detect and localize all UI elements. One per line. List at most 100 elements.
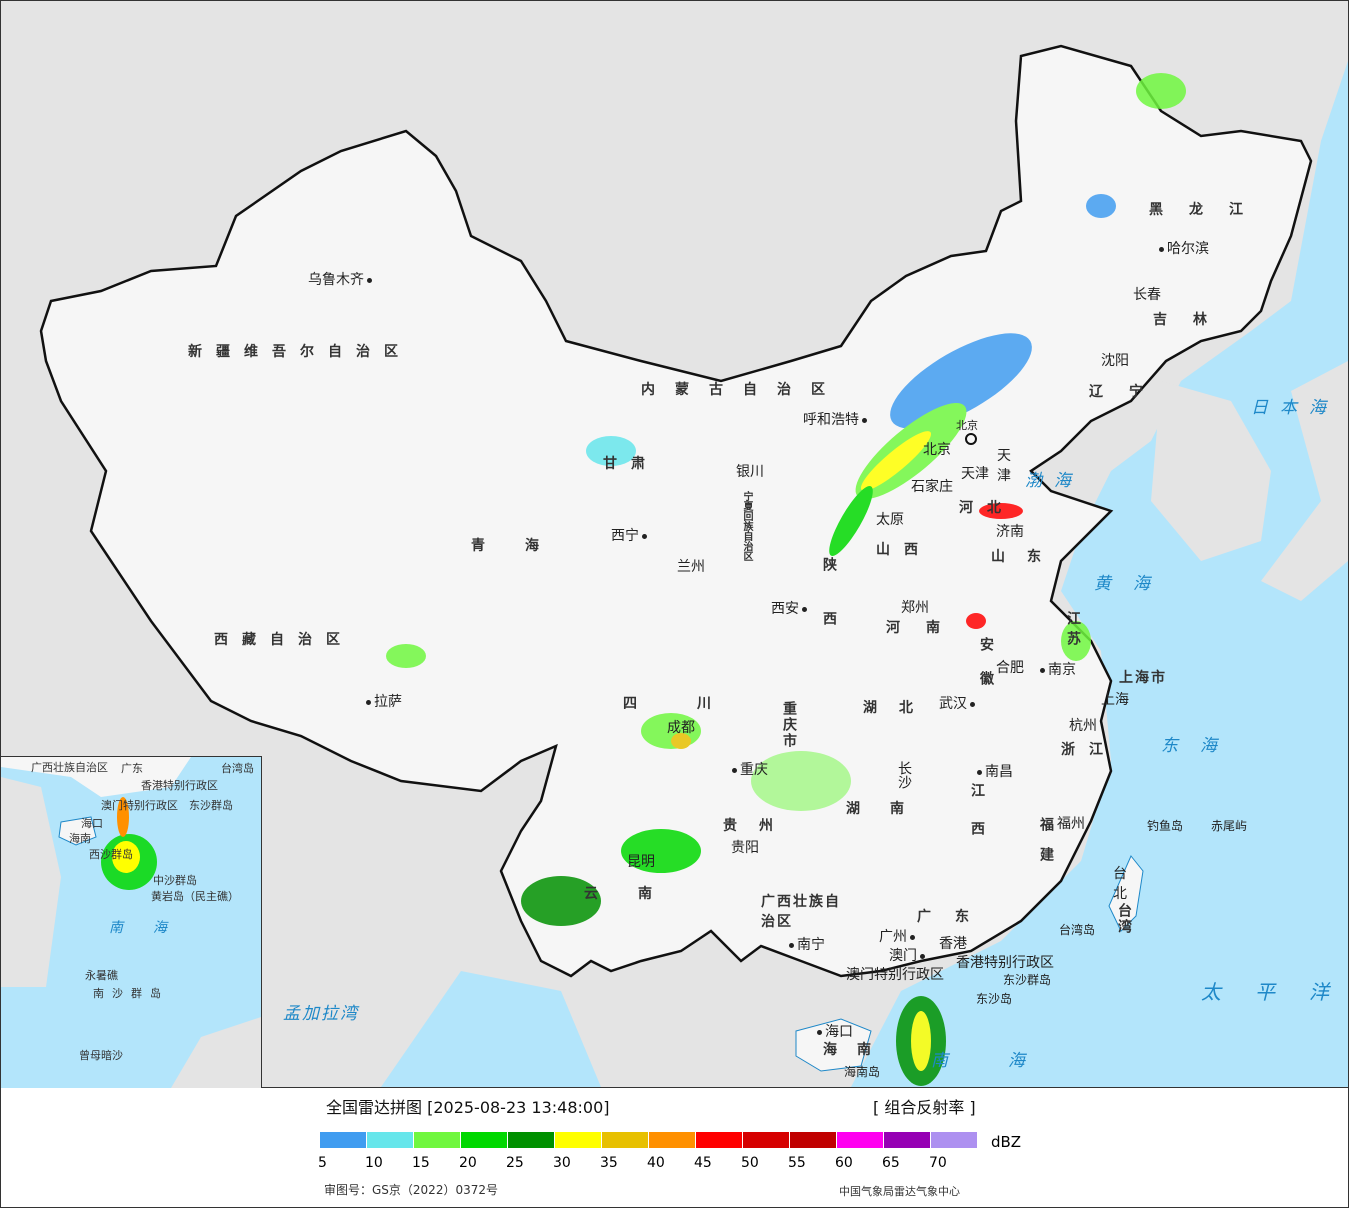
- radar-map[interactable]: 新疆维吾尔自治区 西藏自治区 青海 甘肃 内蒙古自治区 黑龙江 吉林 辽宁 河北…: [1, 1, 1348, 1088]
- region-label: 香港特别行政区: [956, 955, 1054, 971]
- city-dot-icon: [977, 769, 982, 775]
- sea-label: 南海: [931, 1051, 1085, 1071]
- city-name: 北京: [956, 419, 978, 432]
- city-dot-icon: [1040, 667, 1045, 673]
- city-dot-icon: [920, 953, 925, 959]
- sea-label: 东海: [1161, 736, 1239, 756]
- city-name: 澳门: [889, 948, 917, 964]
- region-label: 海南: [823, 1042, 891, 1058]
- city-label: 香港: [939, 933, 967, 953]
- region-label: 湖南: [846, 801, 934, 817]
- city-dot-icon: [789, 942, 794, 948]
- island-label: 东沙群岛: [1003, 973, 1052, 987]
- city-label: 乌鲁木齐: [308, 269, 375, 289]
- city-label: 长春: [1133, 284, 1161, 304]
- city-label: 天津: [961, 463, 989, 483]
- city-dot-icon: [642, 533, 647, 539]
- color-swatch: [602, 1132, 648, 1148]
- city-name: 南昌: [985, 764, 1013, 780]
- region-label: 河北: [959, 500, 1015, 516]
- inset-label: 南沙群岛: [93, 987, 169, 1000]
- color-swatch: [743, 1132, 789, 1148]
- scale-tick-label: 40: [647, 1155, 665, 1171]
- city-label: 合肥: [996, 657, 1024, 677]
- city-dot-icon: [802, 606, 807, 612]
- region-label: 云南: [584, 886, 692, 902]
- region-label: 吉林: [1153, 312, 1233, 328]
- region-label: 新疆维吾尔自治区: [188, 344, 412, 360]
- map-approval-number: 审图号：GS京（2022）0372号: [324, 1183, 498, 1197]
- south-china-sea-inset: 广西壮族自治区 广东 香港特别行政区 澳门特别行政区 海口 海南 东沙群岛 西沙…: [1, 756, 262, 1088]
- inset-label: 永暑礁: [85, 969, 118, 982]
- city-label: 重庆: [729, 759, 768, 779]
- inset-label: 中沙群岛: [153, 874, 197, 887]
- city-name: 长春: [1133, 287, 1161, 303]
- city-label: 太原: [876, 509, 904, 529]
- city-name: 济南: [996, 524, 1024, 540]
- region-label: 澳门特别行政区: [846, 967, 944, 983]
- sea-label: 日本海: [1251, 398, 1338, 418]
- legend-panel: 全国雷达拼图 [2025-08-23 13:48:00] [ 组合反射率 ] d…: [1, 1088, 1348, 1207]
- island-label: 东沙岛: [976, 992, 1013, 1006]
- city-dot-icon: [367, 277, 372, 283]
- color-scale: [320, 1132, 978, 1148]
- city-name: 呼和浩特: [803, 412, 859, 428]
- city-label: 南宁: [786, 934, 825, 954]
- inset-label: 广西壮族自治区: [31, 761, 108, 774]
- region-label: 陕西: [821, 557, 837, 665]
- color-swatch: [884, 1132, 930, 1148]
- inset-label: 广东: [121, 762, 143, 775]
- city-dot-icon: [910, 934, 915, 940]
- inset-label: 黄岩岛（民主礁）: [151, 890, 239, 903]
- mosaic-title: 全国雷达拼图 [2025-08-23 13:48:00]: [326, 1098, 610, 1117]
- city-dot-icon: [732, 767, 737, 773]
- city-name: 昆明: [627, 854, 655, 870]
- unit-label: dBZ: [991, 1133, 1022, 1151]
- city-name: 兰州: [677, 559, 705, 575]
- city-name: 石家庄: [911, 479, 953, 495]
- inset-label: 台湾岛: [221, 762, 254, 775]
- city-name: 台北: [1113, 866, 1127, 902]
- scale-tick-label: 70: [929, 1155, 947, 1171]
- radar-echoes: [386, 73, 1186, 1086]
- island-label: 台湾岛: [1059, 923, 1096, 937]
- city-dot-icon: [817, 1029, 822, 1035]
- city-name: 广州: [879, 929, 907, 945]
- city-name: 成都: [667, 720, 695, 736]
- sea-label: 孟加拉湾: [283, 1004, 359, 1024]
- region-label: 重庆市: [781, 701, 797, 749]
- inset-label: 曾母暗沙: [79, 1049, 123, 1062]
- scale-tick-label: 5: [318, 1155, 327, 1171]
- city-name: 福州: [1057, 816, 1085, 832]
- region-label: 河南: [886, 620, 966, 636]
- city-label: 澳门: [889, 945, 928, 965]
- city-label: 昆明: [627, 851, 655, 871]
- region-label: 台湾: [1116, 903, 1132, 935]
- city-name: 银川: [736, 464, 764, 480]
- scale-tick-label: 45: [694, 1155, 712, 1171]
- city-name: 长沙: [896, 761, 912, 789]
- region-label: 甘肃: [603, 456, 659, 472]
- color-swatch: [931, 1132, 977, 1148]
- scale-tick-label: 10: [365, 1155, 383, 1171]
- scale-tick-label: 15: [412, 1155, 430, 1171]
- city-label: 成都: [667, 717, 695, 737]
- city-name: 太原: [876, 512, 904, 528]
- region-label: 四川: [623, 696, 771, 712]
- city-label: 沈阳: [1101, 350, 1129, 370]
- color-swatch: [649, 1132, 695, 1148]
- city-name: 南宁: [797, 937, 825, 953]
- city-name: 贵阳: [731, 840, 759, 856]
- inset-canvas: [1, 757, 261, 1088]
- color-swatch: [696, 1132, 742, 1148]
- sea-label: 渤海: [1025, 471, 1083, 491]
- taiwan-island: [1108, 855, 1144, 932]
- city-label: 西安: [771, 598, 810, 618]
- city-label: 上海: [1101, 689, 1129, 709]
- city-label: 长沙: [894, 761, 914, 789]
- organization-name: 中国气象局雷达气象中心: [839, 1185, 960, 1198]
- city-name: 香港: [939, 936, 967, 952]
- city-name: 天津: [961, 466, 989, 482]
- inset-label: 香港特别行政区: [141, 779, 218, 792]
